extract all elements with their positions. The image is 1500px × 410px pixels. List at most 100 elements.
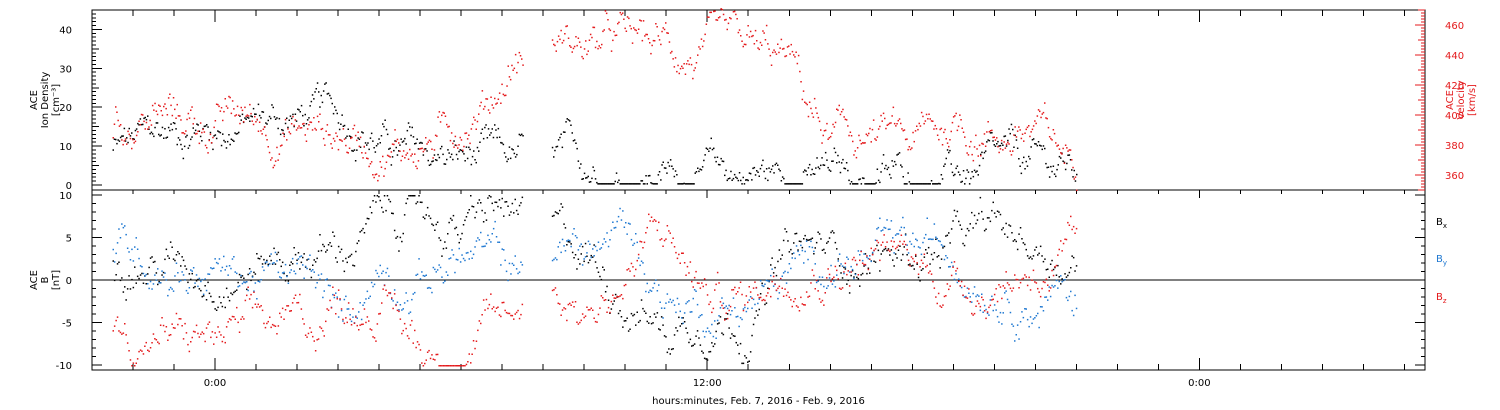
velocity-point (854, 150, 856, 152)
velocity-point (431, 148, 433, 150)
bx-point (277, 251, 280, 254)
bx-point (284, 280, 287, 282)
velocity-point (1048, 136, 1051, 138)
density-point (316, 82, 319, 84)
bx-point (722, 333, 725, 336)
by-point (1041, 306, 1043, 308)
bz-point (801, 303, 804, 305)
density-point (396, 154, 399, 156)
by-point (488, 239, 491, 241)
bz-point (253, 291, 255, 293)
bx-point (363, 232, 366, 234)
bz-point (660, 238, 663, 240)
density-point (165, 137, 167, 139)
bz-point (319, 326, 321, 328)
bz-point (155, 339, 158, 341)
by-point (597, 241, 600, 243)
bx-point (1035, 246, 1038, 248)
velocity-point (351, 136, 353, 139)
density-point (1015, 139, 1018, 141)
by-point (445, 271, 448, 273)
density-point (938, 182, 940, 185)
velocity-point (519, 55, 522, 57)
bx-point (991, 209, 993, 212)
bz-point (622, 297, 624, 300)
velocity-point (1023, 140, 1025, 142)
bz-point (329, 299, 331, 302)
by-point (929, 238, 931, 240)
density-point (780, 180, 783, 182)
bz-point (1044, 281, 1046, 284)
density-point (956, 165, 959, 167)
velocity-point (916, 125, 918, 127)
bx-point (734, 335, 736, 337)
density-point (196, 123, 198, 125)
bx-point (128, 275, 130, 277)
velocity-point (182, 132, 185, 134)
bz-point (706, 294, 709, 296)
by-point (1049, 295, 1052, 298)
bz-point (883, 234, 885, 236)
by-point (584, 256, 587, 258)
by-point (899, 229, 901, 232)
bz-point (217, 326, 219, 328)
by-point (124, 225, 126, 227)
by-point (243, 281, 245, 283)
density-point (923, 183, 925, 185)
velocity-point (476, 120, 479, 123)
by-point (511, 262, 514, 265)
density-point (212, 148, 214, 151)
velocity-point (257, 130, 260, 132)
bz-point (284, 309, 287, 311)
bx-point (1057, 264, 1059, 267)
velocity-point (972, 159, 975, 162)
velocity-point (646, 33, 648, 36)
bx-point (313, 259, 315, 261)
bz-point (1037, 287, 1039, 290)
velocity-point (450, 132, 453, 134)
by-point (1005, 290, 1007, 292)
velocity-point (473, 116, 475, 119)
bx-point (929, 263, 931, 265)
density-point (991, 132, 993, 134)
by-point (248, 272, 251, 275)
velocity-point (148, 126, 150, 128)
by-point (999, 311, 1002, 314)
by-point (567, 239, 570, 241)
by-point (447, 274, 449, 276)
bx-point (731, 333, 733, 335)
bx-point (683, 321, 686, 323)
by-point (650, 290, 653, 292)
bx-point (306, 259, 308, 261)
velocity-point (218, 105, 220, 108)
bz-point (666, 225, 669, 227)
velocity-point (222, 119, 224, 122)
bx-point (622, 326, 624, 328)
density-point (448, 152, 450, 154)
bz-point (379, 312, 381, 315)
bz-point (663, 239, 666, 242)
density-point (838, 161, 840, 163)
velocity-point (824, 129, 827, 132)
velocity-point (748, 36, 751, 38)
bz-point (787, 291, 789, 294)
density-point (783, 177, 785, 180)
density-point (258, 114, 261, 117)
bx-point (406, 198, 409, 200)
density-point (1013, 146, 1015, 148)
density-point (154, 126, 156, 129)
velocity-point (213, 126, 215, 129)
bz-point (844, 262, 847, 265)
by-point (586, 252, 588, 254)
density-point (324, 83, 326, 85)
density-point (965, 177, 967, 180)
density-point (459, 149, 461, 151)
bz-point (650, 216, 653, 218)
bz-point (841, 287, 844, 289)
bx-point (256, 253, 258, 255)
bz-point (141, 350, 143, 352)
by-point (336, 296, 338, 298)
velocity-point (261, 133, 263, 135)
bx-point (841, 277, 844, 279)
velocity-point (1021, 133, 1024, 135)
